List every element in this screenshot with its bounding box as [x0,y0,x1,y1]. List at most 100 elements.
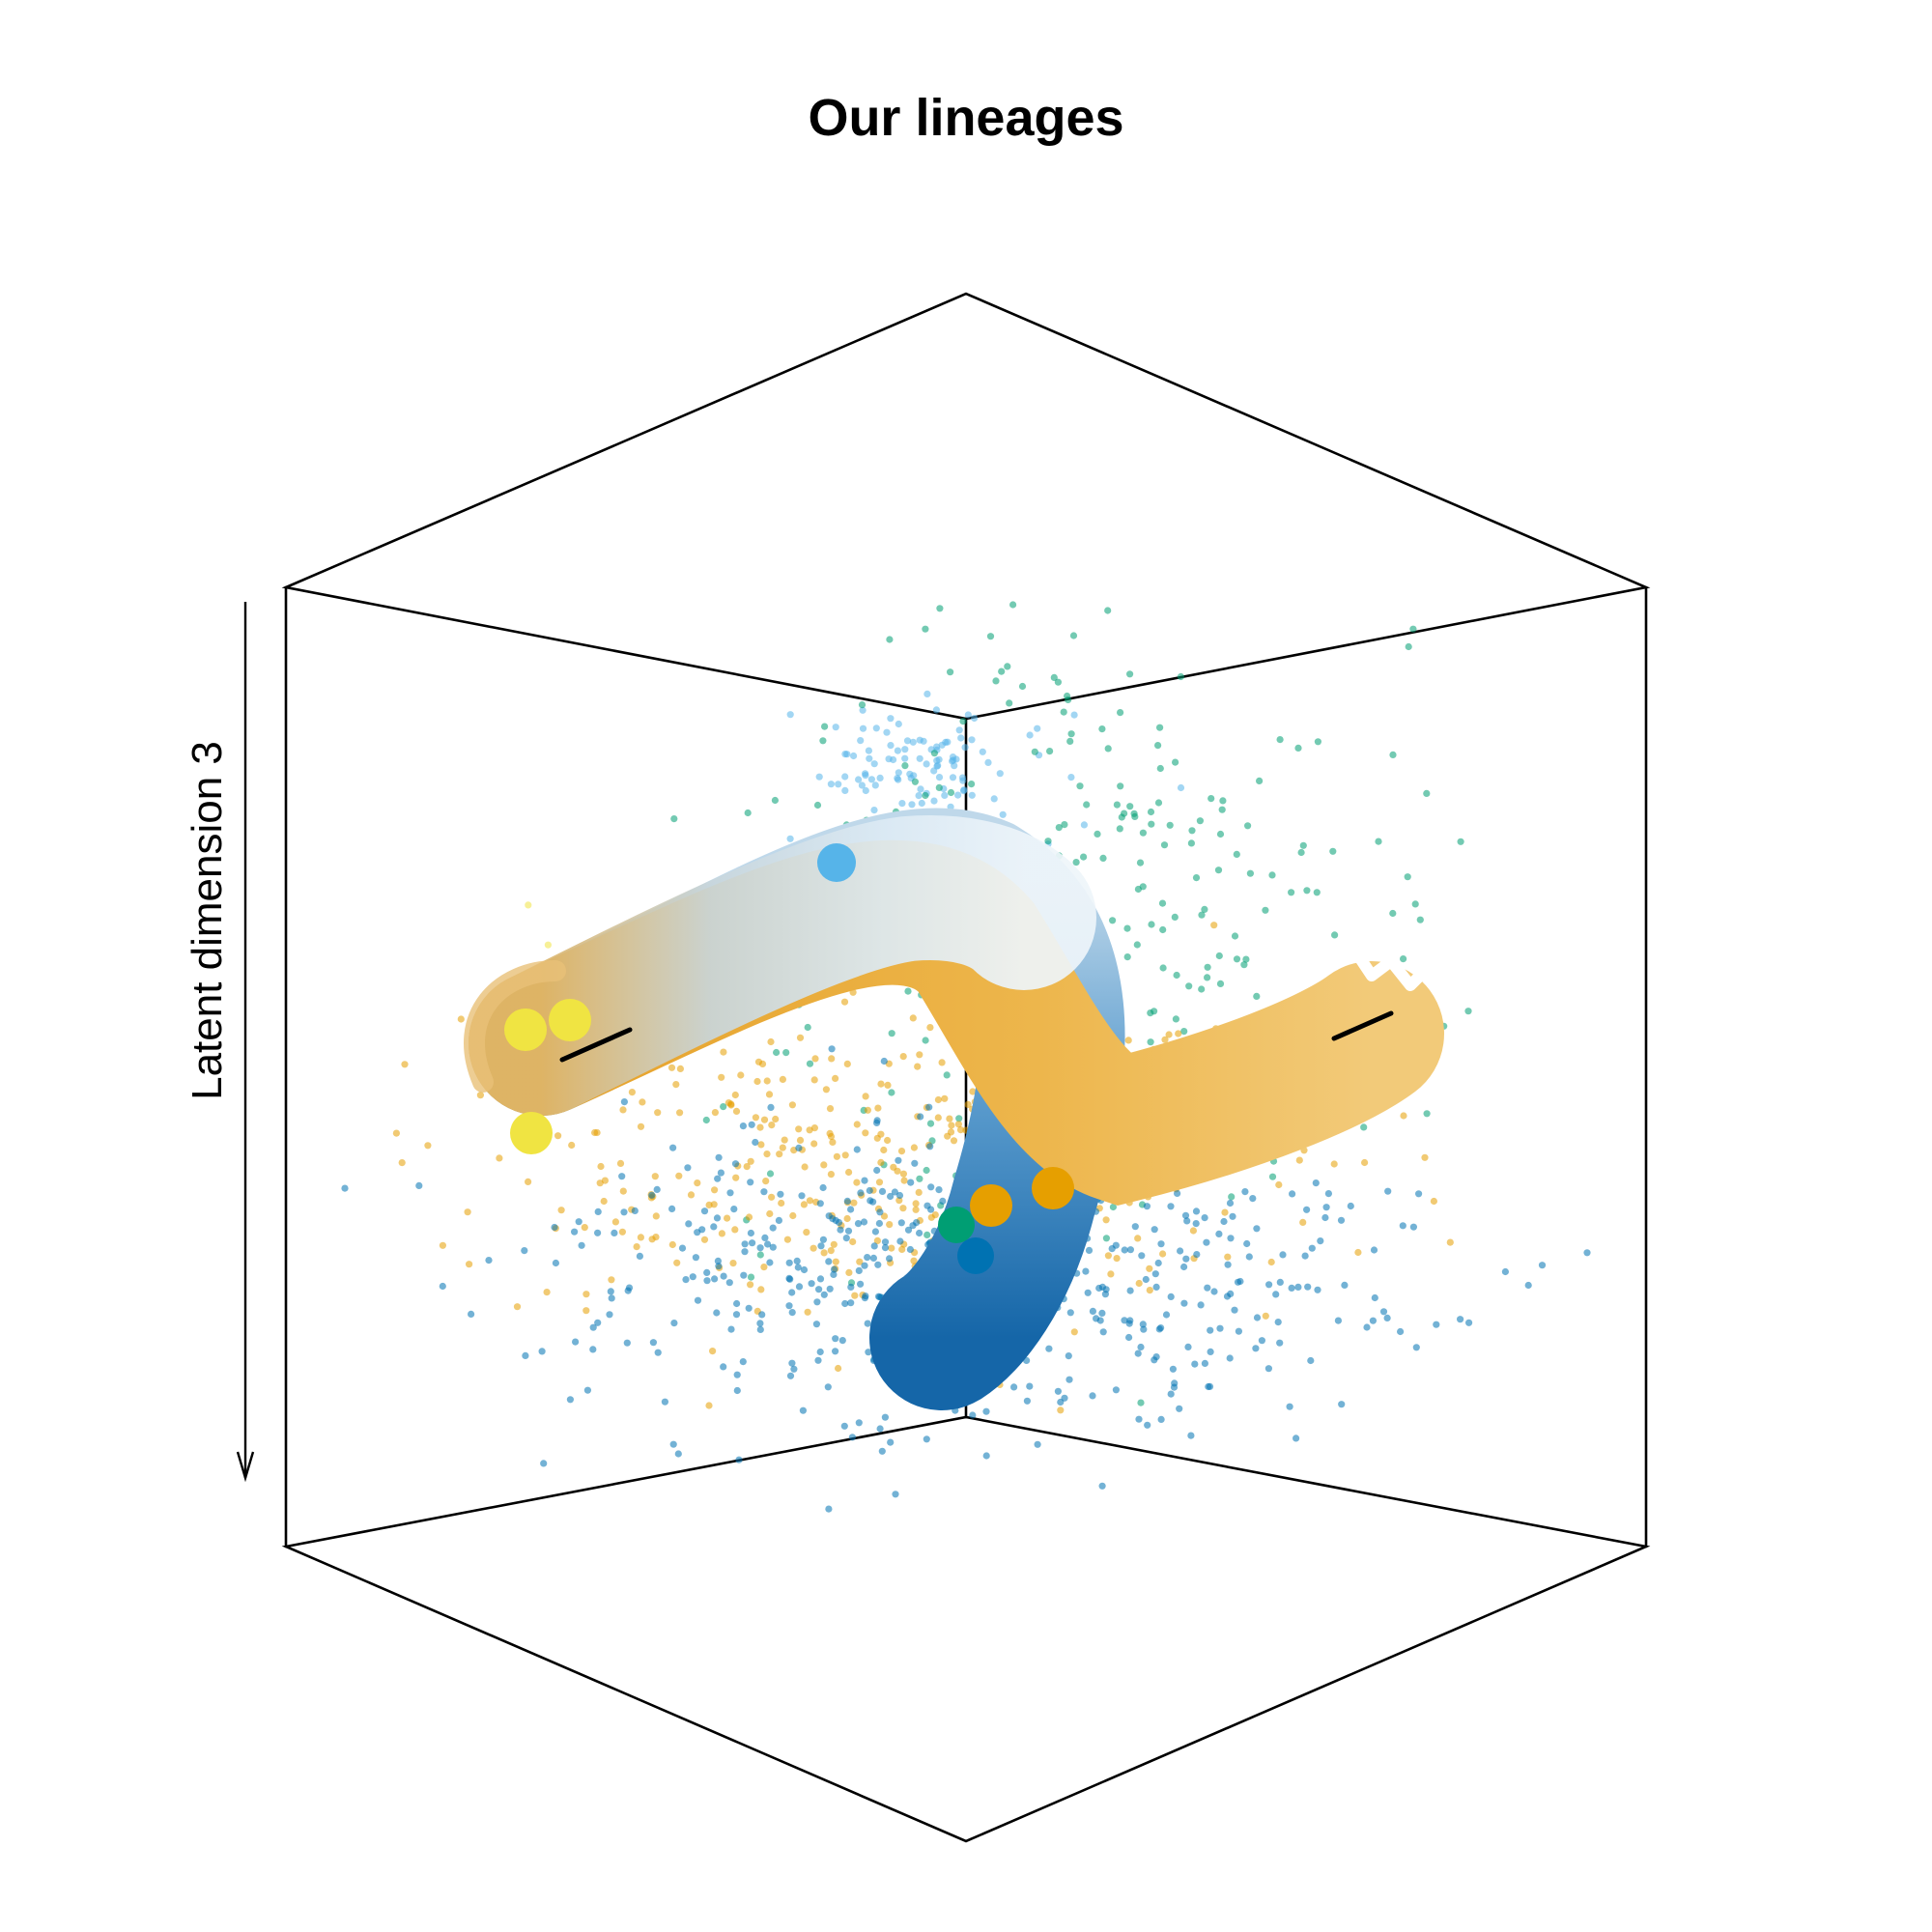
cell-point [439,1241,446,1249]
cell-point [910,772,918,780]
cell-point [961,744,969,752]
cell-point [1109,917,1117,924]
cell-point [1201,1359,1208,1367]
cell-point [710,1201,718,1208]
cell-point [812,1321,821,1328]
cell-point [745,1213,753,1221]
cell-point [789,1211,797,1220]
cell-point [762,1178,770,1185]
cell-point [1116,825,1123,833]
cell-point [1184,1343,1192,1350]
cluster-centroid-yellow [549,999,591,1041]
cell-point [757,1286,765,1293]
cell-point [801,1163,809,1171]
cell-point [804,1023,811,1032]
cell-point [1166,821,1174,829]
cell-point [1264,1365,1272,1373]
cell-point [1245,1253,1253,1261]
cell-point [926,1143,934,1151]
cell-point [968,781,976,788]
cell-point [853,1179,861,1186]
cell-point [1400,1112,1407,1120]
cell-point [589,1323,597,1331]
cell-point [1231,1306,1238,1314]
cell-point [1066,1309,1074,1317]
cell-point [637,1234,645,1241]
cell-point [779,1075,787,1083]
cell-point [888,1244,895,1252]
cell-point [758,1311,766,1319]
cell-point [341,1184,349,1192]
cell-point [1154,742,1162,750]
cell-point [392,1129,400,1137]
cell-point [720,1103,727,1111]
cell-point [593,1128,601,1137]
cell-point [668,1205,676,1212]
cell-point [1363,1323,1371,1331]
cell-point [1228,1193,1236,1201]
cell-point [1159,1250,1167,1258]
cluster-centroid-yellow [504,1009,547,1051]
cell-point [711,1275,719,1283]
cell-point [896,1237,904,1245]
cell-point [1304,1283,1312,1291]
cell-point [795,1283,804,1291]
cell-point [845,1268,853,1276]
cell-point [886,636,894,643]
cell-point [850,752,858,760]
cell-point [813,1298,821,1306]
cell-point [1220,1217,1228,1226]
cell-point [713,1214,722,1222]
cell-point [703,1277,711,1285]
cell-point [1142,1275,1150,1284]
cell-point [1267,1258,1275,1266]
cell-point [1338,1401,1346,1408]
cluster-centroids [504,843,1074,1274]
cell-point [830,1270,838,1278]
cell-point [702,1116,710,1124]
cell-point [806,1060,814,1067]
cell-point [1177,672,1184,681]
cell-point [829,1138,837,1146]
cell-point [900,1177,908,1184]
cell-point [1055,824,1063,832]
cluster-centroid-dark-blue [957,1237,994,1274]
cell-point [926,1120,935,1127]
cell-point [927,1183,935,1191]
cell-point [1226,1199,1235,1208]
cell-point [873,1236,882,1244]
cell-point [815,1286,823,1293]
cell-point [796,1034,805,1041]
cell-point [899,1205,907,1212]
cell-point [866,754,873,762]
cell-point [1160,841,1169,849]
cell-point [522,1351,529,1359]
cell-point [1446,1238,1454,1246]
cell-point [661,1398,669,1406]
cell-point [1102,1235,1110,1242]
cell-point [1286,1403,1293,1410]
cell-point [855,1266,863,1274]
cell-point [890,1163,897,1171]
cell-point [682,1276,690,1284]
cell-point [1192,1220,1200,1228]
cell-point [485,1257,493,1264]
cell-point [1125,1320,1133,1327]
cell-point [1113,801,1121,809]
cell-point [1253,1314,1262,1321]
cell-point [639,1098,646,1106]
cell-point [676,1109,684,1117]
cell-point [1204,1284,1211,1292]
cell-point [1409,1223,1417,1231]
cell-point [575,1218,582,1226]
cell-point [1457,1316,1464,1323]
cell-point [763,1077,771,1085]
cell-point [817,1242,825,1250]
cell-point [878,1447,886,1455]
cell-point [1276,1339,1284,1347]
cell-point [1067,774,1075,781]
cell-point [1192,1208,1201,1215]
cell-point [616,1159,625,1167]
cell-point [969,1088,977,1095]
cell-point [464,1208,471,1216]
